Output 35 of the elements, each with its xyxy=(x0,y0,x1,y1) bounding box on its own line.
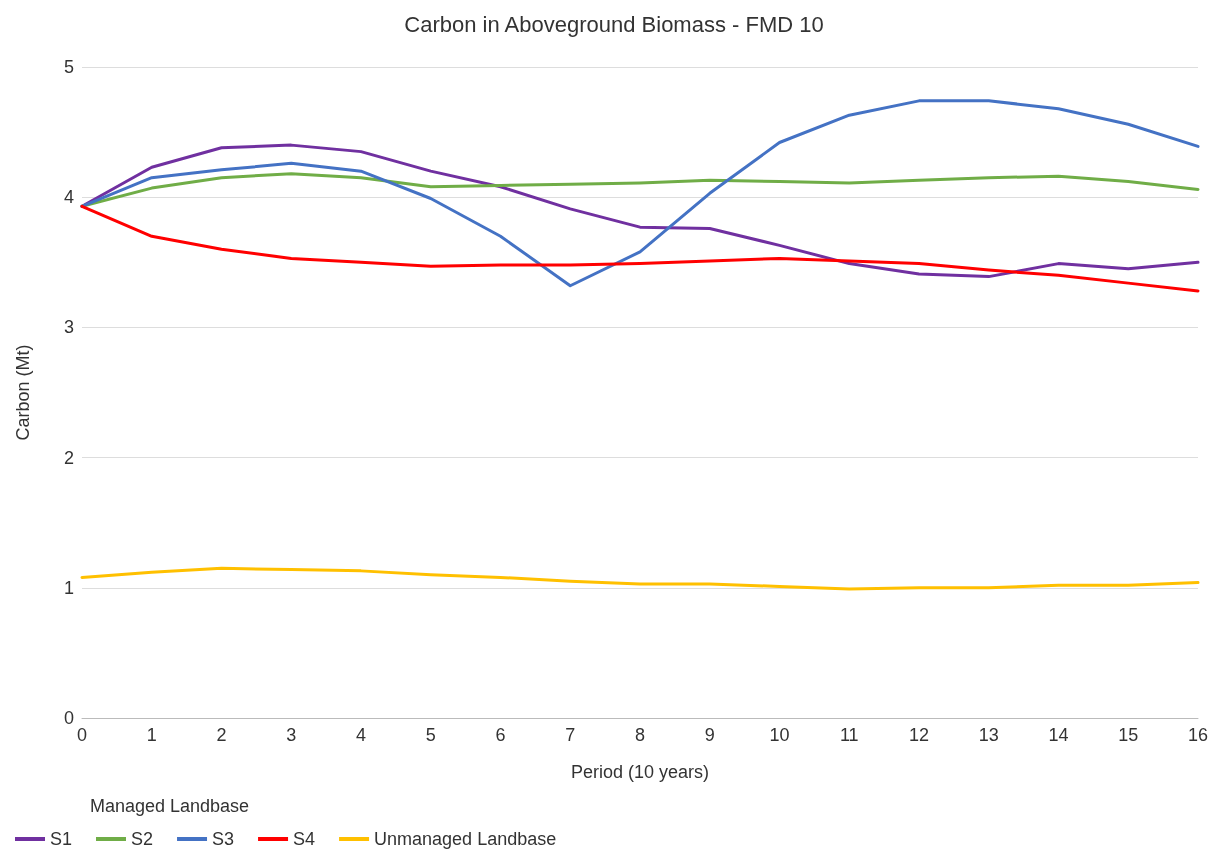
y-tick-label: 0 xyxy=(63,708,74,728)
x-tick-label: 11 xyxy=(839,725,859,745)
x-tick-label: 10 xyxy=(769,725,790,745)
y-tick-label: 4 xyxy=(63,187,74,208)
x-tick-label: 2 xyxy=(216,725,227,745)
x-tick-label: 1 xyxy=(146,725,157,745)
x-tick-label: 16 xyxy=(1187,725,1209,745)
chart-title: Carbon in Aboveground Biomass - FMD 10 xyxy=(404,11,824,37)
x-tick-label: 15 xyxy=(1118,725,1139,745)
x-tick-label: 14 xyxy=(1048,725,1069,745)
x-tick-label: 9 xyxy=(704,725,715,745)
y-tick-label: 5 xyxy=(63,57,74,77)
line-series xyxy=(80,99,1200,288)
x-tick-label: 13 xyxy=(978,725,999,745)
x-tick-label: 3 xyxy=(286,725,297,745)
line-series xyxy=(80,204,1200,293)
y-tick-label: 3 xyxy=(63,317,74,338)
x-tick-label: 0 xyxy=(76,725,88,745)
y-axis-title: Carbon (Mt) xyxy=(13,344,33,441)
y-tick-label: 2 xyxy=(63,447,74,468)
legend-label: S3 xyxy=(212,829,235,849)
x-tick-label: 6 xyxy=(495,725,506,745)
line-series xyxy=(80,566,1200,591)
x-tick-label: 5 xyxy=(425,725,436,745)
x-tick-label: 12 xyxy=(908,725,930,745)
legend-title: Managed Landbase xyxy=(90,796,250,816)
legend-label: S4 xyxy=(293,829,316,849)
y-tick-label: 1 xyxy=(63,577,74,598)
x-tick-label: 8 xyxy=(634,725,646,745)
x-tick-label: 4 xyxy=(355,725,367,745)
legend-label: Unmanaged Landbase xyxy=(374,829,557,849)
legend-label: S1 xyxy=(50,829,73,849)
legend-label: S2 xyxy=(131,829,154,849)
x-axis-title: Period (10 years) xyxy=(570,762,710,782)
x-tick-label: 7 xyxy=(565,725,576,745)
